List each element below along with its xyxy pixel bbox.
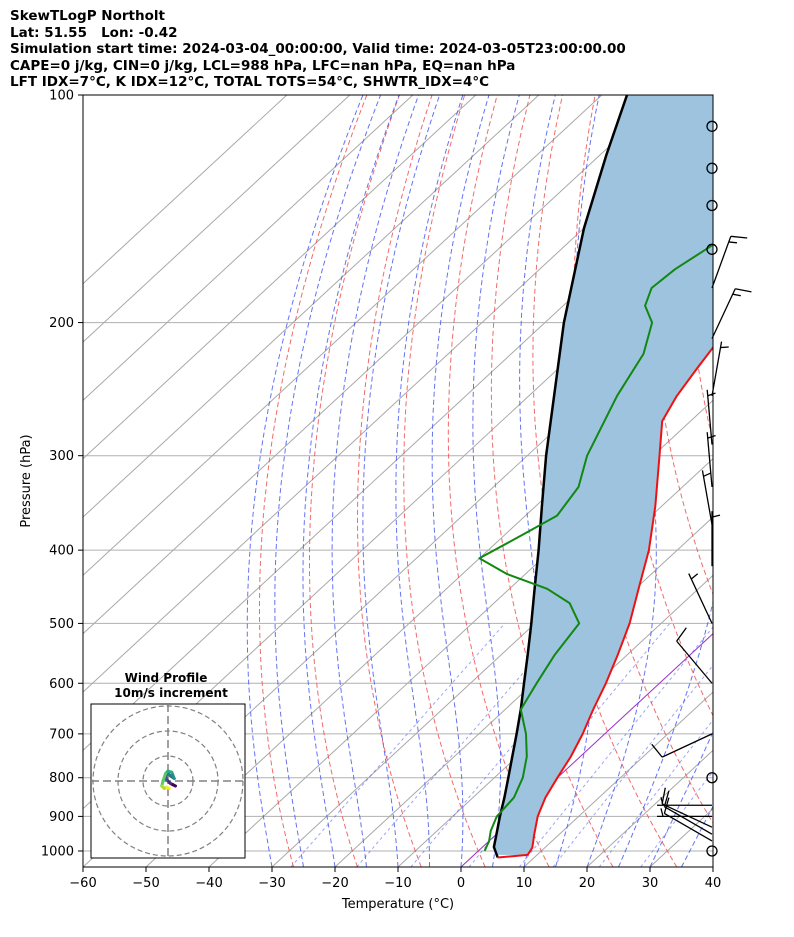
wind-barb: [706, 120, 718, 132]
wind-barb: [688, 573, 713, 624]
x-tick-label: −50: [132, 876, 159, 891]
wind-barb: [701, 470, 713, 525]
wind-barb: [706, 772, 718, 784]
isotherm-line: [83, 95, 414, 402]
temperature-profile-line: [497, 345, 713, 859]
wind-barb: [706, 845, 718, 857]
axis-ticks: −60 −50 −40 −30 −20 −10 0 10 20 30 40 100 200 300 400 5…: [41, 89, 721, 892]
x-tick-label: 10: [516, 876, 533, 891]
cape-cin-fill: [493, 95, 713, 855]
y-tick-label: 600: [49, 677, 74, 692]
y-tick-label: 200: [49, 316, 74, 331]
x-tick-label: 40: [705, 876, 722, 891]
isotherm-line: [83, 95, 666, 635]
wind-barb: [706, 243, 718, 255]
hodograph-title: Wind Profile: [125, 671, 208, 685]
moist-adiabat-line: [712, 865, 713, 867]
isotherm-line: [83, 95, 540, 518]
dry-adiabat-line: [403, 95, 486, 867]
wind-barb: [651, 733, 713, 758]
title-indices-1: CAPE=0 j/kg, CIN=0 j/kg, LCL=988 hPa, LF…: [10, 57, 516, 74]
isotherm-line: [83, 95, 603, 577]
y-tick-label: 100: [49, 89, 74, 104]
cin-shaded-area: [493, 95, 713, 855]
wind-barb: [661, 787, 713, 828]
y-tick-label: 1000: [41, 844, 74, 859]
wind-barb: [711, 341, 729, 396]
title-times: Simulation start time: 2024-03-04_00:00:…: [10, 41, 626, 57]
wind-barb: [711, 511, 721, 567]
x-tick-label: 0: [457, 876, 465, 891]
title-indices-2: LFT IDX=7°C, K IDX=12°C, TOTAL TOTS=54°C…: [10, 74, 490, 90]
mixing-ratio-line: [519, 626, 713, 867]
hodograph-inset: Wind Profile 10m/s increment: [90, 671, 246, 859]
x-tick-label: −40: [195, 876, 222, 891]
y-tick-label: 500: [49, 617, 74, 632]
mixing-ratio-line: [640, 770, 713, 867]
profiles: [478, 95, 713, 859]
dry-adiabat-line: [490, 95, 614, 867]
y-tick-label: 300: [49, 449, 74, 464]
wind-barb: [676, 627, 713, 684]
x-tick-label: −20: [321, 876, 348, 891]
title-station: SkewTLogP Northolt: [10, 8, 165, 24]
title-location: Lat: 51.55 Lon: -0.42: [10, 24, 178, 41]
x-tick-label: −10: [384, 876, 411, 891]
y-axis-label: Pressure (hPa): [19, 434, 34, 527]
wind-barb: [706, 199, 718, 212]
isotherm-line: [271, 458, 713, 867]
isotherm-line: [776, 95, 794, 867]
y-tick-label: 900: [49, 810, 74, 825]
wind-barb: [711, 288, 752, 339]
wind-barb: [657, 808, 712, 818]
dry-adiabat-line: [791, 95, 794, 867]
wind-barb: [663, 790, 713, 835]
chart-title-block: SkewTLogP Northolt Lat: 51.55 Lon: -0.42…: [10, 8, 626, 91]
hodograph-trace-segment: [165, 785, 171, 790]
x-tick-label: −60: [69, 876, 96, 891]
wind-barb: [706, 162, 718, 174]
moist-adiabat-line: [274, 95, 382, 867]
dry-adiabat-line: [309, 95, 400, 867]
dry-adiabat-line: [259, 95, 368, 867]
dry-adiabat-line: [757, 95, 794, 867]
dewpoint-profile-line: [478, 243, 713, 852]
wind-barbs: [651, 120, 752, 857]
x-tick-label: 20: [579, 876, 596, 891]
moist-adiabat-line: [246, 95, 364, 867]
y-tick-label: 400: [49, 544, 74, 559]
hodograph-subtitle: 10m/s increment: [114, 686, 228, 700]
dry-adiabat-line: [357, 95, 433, 867]
wind-barb: [711, 235, 748, 289]
y-tick-label: 800: [49, 771, 74, 786]
mixing-ratio-line: [290, 623, 506, 867]
isotherm-line: [460, 632, 713, 867]
wind-barb: [657, 797, 712, 806]
isotherm-line: [83, 95, 288, 285]
dry-adiabat-line: [722, 95, 794, 867]
moist-adiabat-line: [331, 95, 420, 867]
isotherm-line: [523, 691, 713, 867]
y-tick-label: 700: [49, 727, 74, 742]
isotherm-line: [712, 866, 713, 867]
dry-adiabat-line: [611, 95, 713, 717]
mixing-ratio-line: [356, 623, 567, 867]
moist-adiabat-line: [586, 95, 657, 867]
moist-adiabat-line: [681, 805, 713, 867]
x-axis-label: Temperature (°C): [341, 897, 454, 912]
mixing-ratio-line: [552, 664, 713, 867]
isotherm-line: [83, 95, 477, 460]
mixing-ratio-line: [598, 719, 713, 867]
moist-adiabat-line: [618, 599, 713, 867]
x-tick-label: 30: [642, 876, 659, 891]
isotherm-line: [334, 516, 713, 867]
isotherm-line: [83, 95, 351, 343]
x-tick-label: −30: [258, 876, 285, 891]
moist-adiabat-line: [395, 95, 464, 867]
